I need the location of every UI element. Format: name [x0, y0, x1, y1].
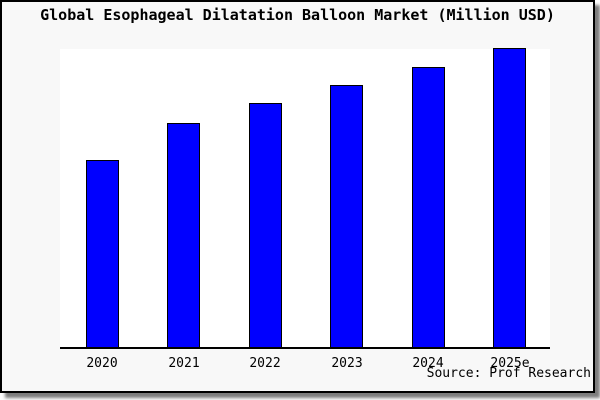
bar-2021 [167, 123, 200, 347]
x-tick-label: 2022 [249, 356, 281, 371]
plot-area [60, 48, 550, 349]
bar-2025e [493, 48, 526, 347]
bar-2023 [330, 85, 363, 347]
chart-title: Global Esophageal Dilatation Balloon Mar… [40, 6, 555, 24]
x-tick-label: 2020 [86, 356, 118, 371]
x-tick-label: 2023 [331, 356, 363, 371]
chart-frame: Global Esophageal Dilatation Balloon Mar… [0, 0, 595, 393]
x-tick-label: 2024 [412, 356, 444, 371]
x-tick-label: 2021 [168, 356, 200, 371]
bar-2022 [249, 103, 282, 347]
source-text: Source: Prof Research [426, 366, 591, 381]
bar-2024 [412, 67, 445, 347]
bar-2020 [86, 160, 119, 347]
x-tick-label: 2025e [490, 356, 530, 371]
